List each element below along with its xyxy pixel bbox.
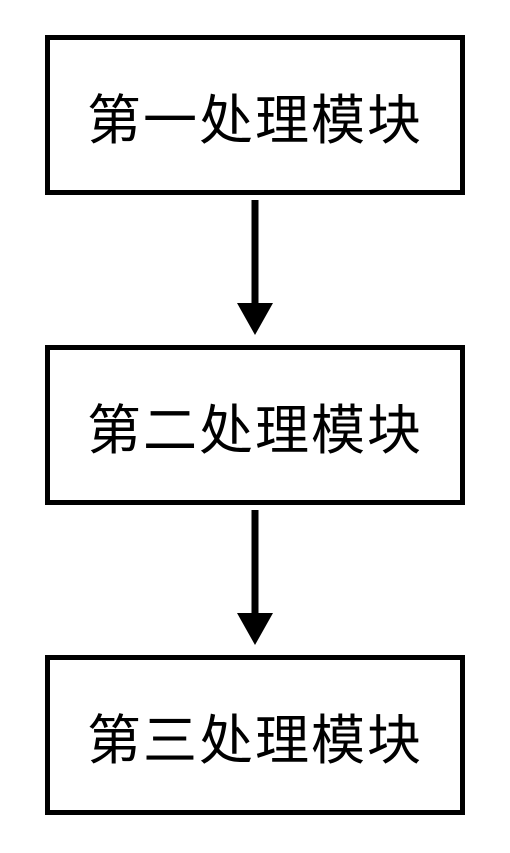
- down-arrow-icon: [225, 195, 285, 345]
- down-arrow-icon: [225, 505, 285, 655]
- arrow-1-to-2: [225, 195, 285, 345]
- box-1-label: 第一处理模块: [87, 76, 423, 155]
- processing-module-box-1: 第一处理模块: [45, 35, 465, 195]
- box-3-label: 第三处理模块: [87, 696, 423, 775]
- box-2-label: 第二处理模块: [87, 386, 423, 465]
- arrow-2-to-3: [225, 505, 285, 655]
- processing-module-box-3: 第三处理模块: [45, 655, 465, 815]
- processing-module-box-2: 第二处理模块: [45, 345, 465, 505]
